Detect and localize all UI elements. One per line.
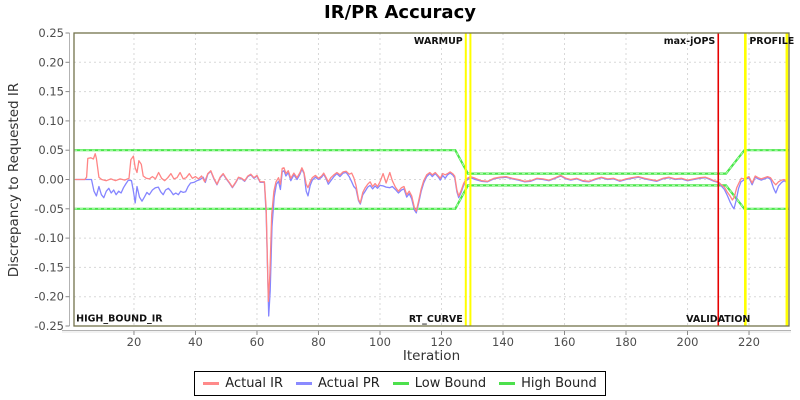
x-tick-label: 120 (431, 335, 453, 349)
marker-label: VALIDATION (686, 314, 750, 325)
annotation-label: HIGH_BOUND_IR (76, 313, 163, 324)
legend-label: Low Bound (414, 376, 487, 391)
marker-label: WARMUP (414, 36, 463, 47)
marker-labels: WARMUP RT_CURVE max-jOPS VALIDATION PROFILE H… (76, 36, 794, 325)
legend-item-actual-ir: Actual IR (203, 376, 283, 391)
plot-border (73, 32, 790, 327)
legend-item-low-bound: Low Bound (392, 376, 487, 391)
legend-box: Actual IR Actual PR Low Bound High Bound (194, 371, 606, 396)
x-tick-label: 200 (677, 335, 699, 349)
series-actual-ir (74, 153, 788, 303)
legend: Actual IR Actual PR Low Bound High Bound (0, 371, 800, 396)
y-tick-label: -0.20 (34, 290, 64, 304)
series-low-bound (74, 184, 789, 210)
series-actual-pr (74, 168, 788, 317)
x-tick-label: 40 (188, 335, 203, 349)
x-tick-label: 80 (311, 335, 326, 349)
marker-label: RT_CURVE (409, 314, 463, 325)
marker-label: max-jOPS (664, 36, 716, 47)
x-tick-label: 20 (127, 335, 142, 349)
legend-label: Actual IR (225, 376, 284, 391)
x-tick-label: 60 (250, 335, 265, 349)
y-tick-label: -0.15 (34, 260, 64, 274)
y-tick-label: 0.05 (38, 143, 64, 157)
legend-label: High Bound (521, 376, 597, 391)
series (74, 149, 789, 317)
axes: 0.25 0.20 0.15 0.10 0.05 0.00 -0.05 -0.10 -0.15 -… (34, 26, 791, 349)
legend-swatch (392, 382, 409, 385)
x-tick-label: 100 (369, 335, 391, 349)
y-tick-label: 0.10 (38, 114, 64, 128)
y-tick-label: -0.25 (34, 319, 64, 333)
x-tick-label: 160 (554, 335, 576, 349)
y-tick-label: 0.25 (38, 26, 64, 40)
x-axis-title: Iteration (402, 348, 461, 364)
legend-item-actual-pr: Actual PR (296, 376, 380, 391)
page-title: IR/PR Accuracy (324, 2, 476, 23)
legend-swatch (296, 382, 313, 385)
legend-swatch (203, 382, 220, 385)
legend-swatch (499, 382, 516, 385)
y-tick-label: 0.00 (38, 173, 64, 187)
legend-label: Actual PR (318, 376, 380, 391)
markers (464, 33, 789, 326)
y-tick-label: 0.15 (38, 85, 64, 99)
y-tick-label: -0.10 (34, 231, 64, 245)
x-tick-label: 180 (615, 335, 637, 349)
series-dash-overlay (74, 149, 789, 175)
series-dash-overlay (74, 184, 789, 210)
x-tick-label: 140 (492, 335, 514, 349)
x-tick-label: 220 (738, 335, 760, 349)
y-tick-label: 0.20 (38, 55, 64, 69)
legend-item-high-bound: High Bound (499, 376, 597, 391)
y-tick-label: -0.05 (34, 202, 64, 216)
series-high-bound (74, 149, 789, 175)
border (73, 32, 790, 327)
marker-label: PROFILE (749, 36, 794, 47)
